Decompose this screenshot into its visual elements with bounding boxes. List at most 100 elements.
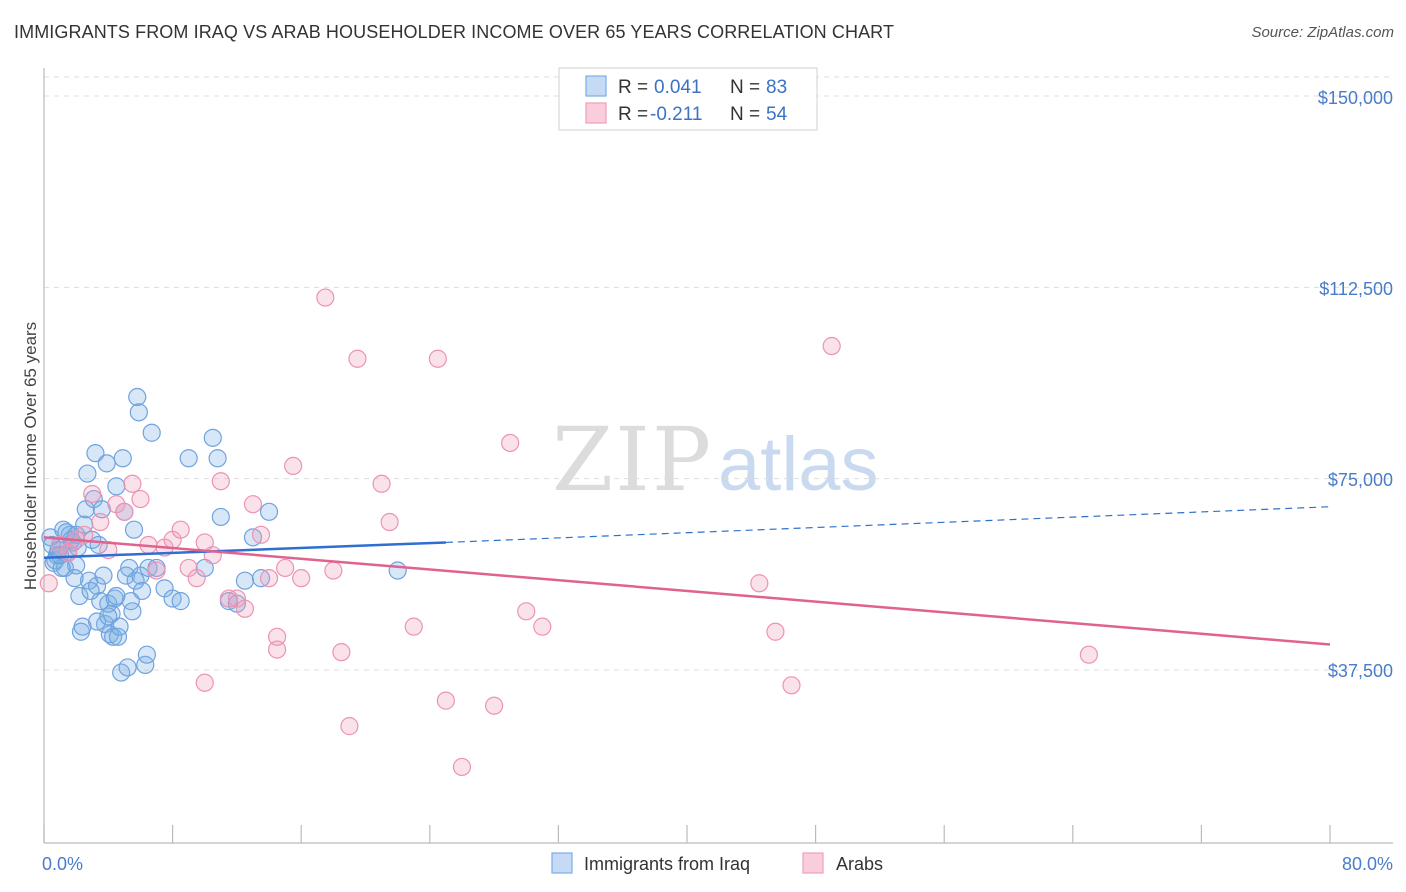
point-arabs-24 xyxy=(235,599,255,618)
source-label: Source: ZipAtlas.com xyxy=(1251,24,1394,41)
point-arabs-9 xyxy=(115,502,134,521)
trend-lines xyxy=(43,506,1331,646)
legend-r-label-arabs: R = xyxy=(618,104,648,125)
point-iraq-57 xyxy=(171,592,190,611)
point-iraq-11 xyxy=(70,586,89,606)
point-iraq-80 xyxy=(107,586,126,606)
point-arabs-0 xyxy=(39,574,58,593)
x-tick-label-min: 0.0% xyxy=(42,854,83,874)
y-tick-label-112500: $112,500 xyxy=(1319,279,1393,299)
series-legend-swatch-arabs xyxy=(802,852,824,874)
point-arabs-34 xyxy=(324,561,343,580)
point-iraq-40 xyxy=(118,658,137,677)
point-iraq-43 xyxy=(123,602,142,621)
point-arabs-47 xyxy=(533,617,552,636)
watermark-zip: ZIP xyxy=(552,408,713,511)
point-iraq-33 xyxy=(107,477,126,496)
point-arabs-39 xyxy=(380,512,399,532)
legend-n-label-arabs: N = xyxy=(730,104,760,125)
point-iraq-60 xyxy=(203,428,222,447)
point-arabs-53 xyxy=(267,627,287,646)
point-iraq-16 xyxy=(78,464,97,483)
scatter-points xyxy=(39,288,1098,777)
point-iraq-37 xyxy=(113,449,132,468)
point-arabs-10 xyxy=(123,474,142,493)
point-iraq-51 xyxy=(137,645,156,664)
point-arabs-37 xyxy=(348,349,367,368)
legend-r-value-arabs: -0.211 xyxy=(650,104,702,125)
point-iraq-65 xyxy=(235,571,255,590)
point-arabs-33 xyxy=(316,288,335,307)
point-iraq-68 xyxy=(259,502,279,521)
legend-r-label-iraq: R = xyxy=(618,77,648,98)
point-arabs-31 xyxy=(292,569,311,588)
y-tick-label-37500: $37,500 xyxy=(1328,661,1393,681)
point-arabs-21 xyxy=(211,472,230,491)
point-iraq-61 xyxy=(208,449,227,468)
point-iraq-46 xyxy=(128,387,147,407)
point-arabs-35 xyxy=(332,643,351,662)
point-iraq-77 xyxy=(81,581,100,601)
y-tick-label-75000: $75,000 xyxy=(1328,470,1393,490)
point-iraq-45 xyxy=(126,571,145,590)
point-iraq-79 xyxy=(99,607,118,626)
point-arabs-49 xyxy=(766,622,785,641)
point-arabs-13 xyxy=(147,561,166,580)
point-arabs-46 xyxy=(517,602,536,621)
y-axis-label: Householder Income Over 65 years xyxy=(21,322,40,590)
legend-r-value-iraq: 0.041 xyxy=(654,77,702,98)
point-arabs-50 xyxy=(782,676,801,695)
legend-n-value-iraq: 83 xyxy=(766,77,787,98)
axes xyxy=(43,68,1393,844)
point-arabs-27 xyxy=(259,569,279,588)
series-legend-label-iraq: Immigrants from Iraq xyxy=(584,854,750,874)
point-iraq-58 xyxy=(179,449,198,468)
series-legend: Immigrants from Iraq Arabs xyxy=(551,852,883,874)
point-arabs-36 xyxy=(340,717,359,736)
point-arabs-5 xyxy=(83,484,102,504)
legend-n-value-arabs: 54 xyxy=(766,104,788,125)
point-arabs-42 xyxy=(436,691,455,710)
point-arabs-48 xyxy=(750,574,769,593)
point-arabs-29 xyxy=(276,558,295,578)
point-arabs-32 xyxy=(195,673,214,692)
point-arabs-28 xyxy=(267,640,287,659)
legend-swatch-iraq xyxy=(585,75,607,97)
watermark-atlas: atlas xyxy=(718,422,879,507)
trend-line-arabs xyxy=(43,536,1331,646)
point-arabs-11 xyxy=(131,489,150,509)
point-arabs-44 xyxy=(485,696,504,715)
point-iraq-27 xyxy=(97,454,116,473)
point-arabs-4 xyxy=(75,525,94,544)
point-arabs-45 xyxy=(501,433,520,453)
point-iraq-25 xyxy=(94,566,113,585)
point-iraq-78 xyxy=(87,612,107,631)
point-iraq-62 xyxy=(211,507,230,527)
legend-swatch-arabs xyxy=(585,102,607,124)
point-iraq-13 xyxy=(73,617,92,636)
x-tick-label-max: 80.0% xyxy=(1342,854,1393,874)
point-iraq-69 xyxy=(388,561,407,580)
point-arabs-52 xyxy=(1079,645,1098,664)
point-iraq-35 xyxy=(110,617,129,636)
point-iraq-53 xyxy=(142,423,161,442)
point-arabs-25 xyxy=(243,495,263,514)
point-arabs-16 xyxy=(171,520,190,539)
point-arabs-43 xyxy=(452,757,472,777)
point-iraq-49 xyxy=(132,581,152,601)
point-arabs-38 xyxy=(372,474,391,493)
point-iraq-47 xyxy=(129,403,148,422)
point-iraq-76 xyxy=(65,569,84,588)
point-arabs-20 xyxy=(203,546,222,565)
point-arabs-41 xyxy=(428,349,447,368)
stats-legend: R = 0.041 N = 83 R = -0.211 N = 54 xyxy=(558,67,818,131)
trend-line-iraq-extension xyxy=(445,506,1331,544)
point-arabs-18 xyxy=(187,569,206,588)
point-arabs-6 xyxy=(91,512,110,532)
point-arabs-26 xyxy=(251,525,271,544)
series-legend-swatch-iraq xyxy=(551,852,573,874)
point-iraq-31 xyxy=(104,627,123,646)
chart-title: IMMIGRANTS FROM IRAQ VS ARAB HOUSEHOLDER… xyxy=(14,22,895,42)
point-iraq-20 xyxy=(86,444,105,463)
